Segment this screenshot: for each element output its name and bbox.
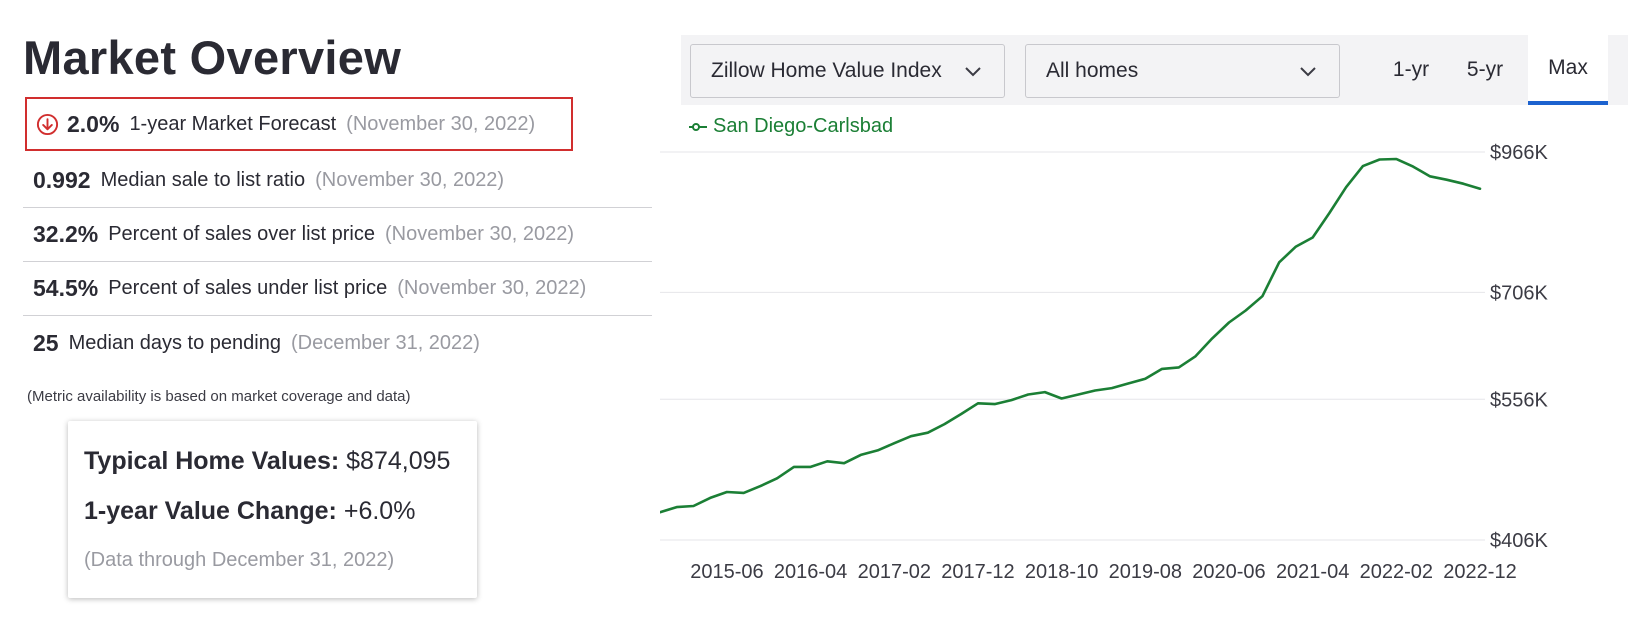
metric-date: (November 30, 2022) (315, 169, 505, 191)
x-tick-label: 2018-10 (1025, 561, 1098, 583)
metric-value: 32.2% (33, 221, 99, 247)
arrow-down-circle-icon (36, 113, 59, 136)
metric-market-forecast: 2.0% 1-year Market Forecast (November 30… (25, 97, 573, 151)
legend-series-name: San Diego-Carlsbad (713, 115, 894, 137)
data-through-date: (Data through December 31, 2022) (84, 549, 395, 571)
metric-label: Median sale to list ratio (100, 169, 306, 191)
y-tick-label: $706K (1490, 282, 1548, 304)
value-change: 1-year Value Change: +6.0% (84, 497, 415, 526)
metric-label: Percent of sales under list price (108, 277, 388, 299)
homes-select[interactable]: All homes (1025, 44, 1340, 98)
metric-value: 0.992 (33, 167, 91, 193)
legend-line-marker-icon (689, 122, 707, 131)
chart-legend: San Diego-Carlsbad (689, 115, 893, 138)
page-title: Market Overview (23, 31, 402, 84)
metric-value: 25 (33, 329, 59, 356)
metric-date: (November 30, 2022) (385, 223, 574, 245)
chart-grid (660, 151, 1485, 541)
metric-label: Median days to pending (68, 331, 281, 354)
x-tick-label: 2017-02 (858, 561, 931, 583)
metric-sales-over-list: 32.2% Percent of sales over list price (… (23, 208, 652, 262)
metric-days-to-pending: 25 Median days to pending (December 31, … (23, 316, 652, 370)
x-tick-label: 2022-12 (1443, 561, 1516, 583)
metric-label: 1-year Market Forecast (129, 112, 337, 135)
y-axis-ticks: $966K $706K $556K $406K (1490, 142, 1548, 552)
x-tick-label: 2020-06 (1192, 561, 1265, 583)
home-value-chart: $966K $706K $556K $406K 2015-06 2016-04 2017-… (660, 142, 1548, 583)
metric-sale-to-list-ratio: 0.992 Median sale to list ratio (Novembe… (23, 154, 652, 208)
value-change-label: 1-year Value Change: (84, 497, 337, 525)
index-select[interactable]: Zillow Home Value Index (690, 44, 1005, 98)
x-tick-label: 2015-06 (690, 561, 763, 583)
homes-select-value: All homes (1046, 59, 1139, 82)
metric-date: (December 31, 2022) (290, 331, 480, 354)
x-tick-label: 2019-08 (1109, 561, 1182, 583)
typical-home-values-label: Typical Home Values: (84, 447, 340, 475)
metric-availability-note: (Metric availability is based on market … (27, 388, 411, 405)
x-tick-label: 2016-04 (774, 561, 847, 583)
y-tick-label: $966K (1490, 142, 1548, 164)
index-select-value: Zillow Home Value Index (711, 59, 942, 82)
metric-value: 2.0% (67, 110, 120, 137)
home-value-tooltip-card: Typical Home Values: $874,095 1-year Val… (68, 421, 477, 598)
y-tick-label: $406K (1490, 530, 1548, 552)
typical-home-values: Typical Home Values: $874,095 (84, 447, 450, 476)
tab-max[interactable]: Max (1528, 35, 1608, 105)
chart-toolbar: Zillow Home Value Index All homes 1-yr 5… (681, 35, 1628, 105)
tab-5-yr[interactable]: 5-yr (1466, 58, 1504, 81)
metric-date: (November 30, 2022) (397, 277, 587, 299)
typical-home-values-value: $874,095 (346, 447, 451, 475)
metric-label: Percent of sales over list price (108, 223, 375, 245)
tab-1-yr[interactable]: 1-yr (1392, 58, 1430, 81)
metric-value: 54.5% (33, 275, 99, 301)
chevron-down-icon (1299, 62, 1317, 80)
x-tick-label: 2022-02 (1360, 561, 1433, 583)
x-tick-label: 2021-04 (1276, 561, 1349, 583)
series-line-san-diego-carlsbad (660, 157, 1482, 514)
metric-sales-under-list: 54.5% Percent of sales under list price … (23, 262, 652, 316)
y-tick-label: $556K (1490, 389, 1548, 411)
chevron-down-icon (964, 62, 982, 80)
x-tick-label: 2017-12 (941, 561, 1014, 583)
value-change-value: +6.0% (343, 497, 416, 525)
x-axis-ticks: 2015-06 2016-04 2017-02 2017-12 2018-10 2019-… (690, 561, 1516, 583)
metric-date: (November 30, 2022) (346, 112, 536, 135)
